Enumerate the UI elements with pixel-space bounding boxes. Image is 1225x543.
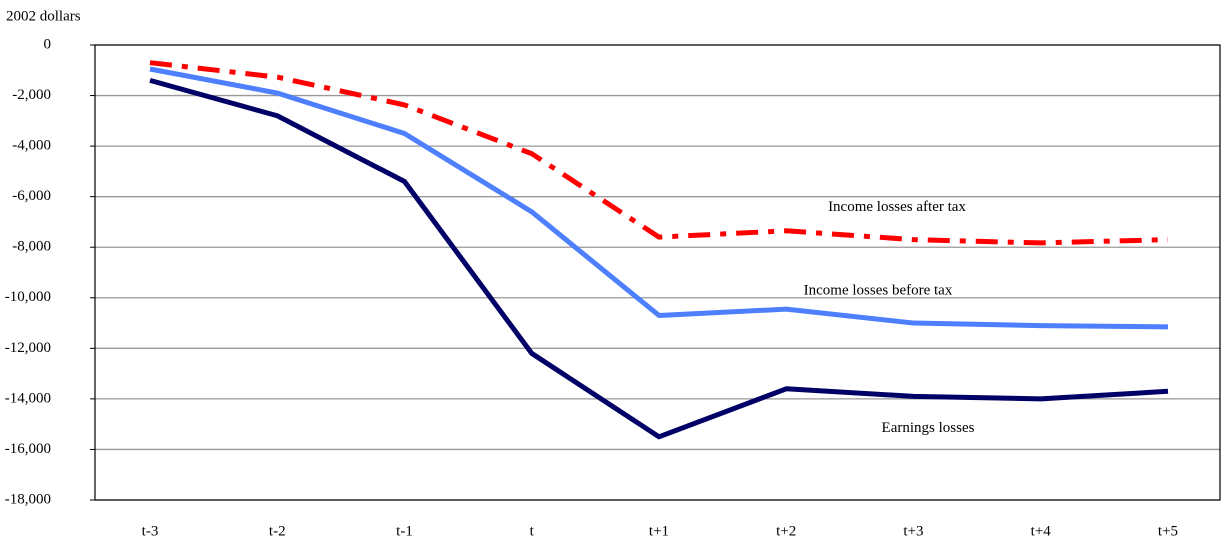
x-tick-label: t-2 [269, 523, 286, 539]
y-tick-label: -18,000 [5, 491, 51, 507]
y-tick-label: -2,000 [12, 87, 51, 103]
x-tick-label: t+5 [1158, 523, 1178, 539]
x-tick-label: t-1 [396, 523, 413, 539]
series-label: Income losses after tax [828, 199, 966, 215]
x-tick-label: t+1 [649, 523, 669, 539]
y-tick-label: -14,000 [5, 390, 51, 406]
x-tick-label: t+3 [903, 523, 923, 539]
y-tick-label: -16,000 [5, 441, 51, 457]
y-tick-label: -10,000 [5, 289, 51, 305]
x-tick-label: t+2 [776, 523, 796, 539]
series-line [149, 77, 1169, 440]
y-axis-label: 2002 dollars [6, 8, 81, 24]
x-tick-label: t+4 [1031, 523, 1052, 539]
y-tick-label: 0 [44, 36, 52, 52]
y-tick-label: -8,000 [12, 239, 51, 255]
plot-frame [94, 44, 1221, 501]
series-label: Income losses before tax [804, 282, 953, 298]
x-tick-label: t-3 [142, 523, 159, 539]
series-line [149, 66, 1169, 330]
series-line [149, 60, 1169, 246]
x-tick-label: t [530, 523, 535, 539]
y-tick-label: -12,000 [5, 340, 51, 356]
y-tick-label: -6,000 [12, 188, 51, 204]
y-tick-label: -4,000 [12, 138, 51, 154]
series-label: Earnings losses [882, 420, 975, 436]
